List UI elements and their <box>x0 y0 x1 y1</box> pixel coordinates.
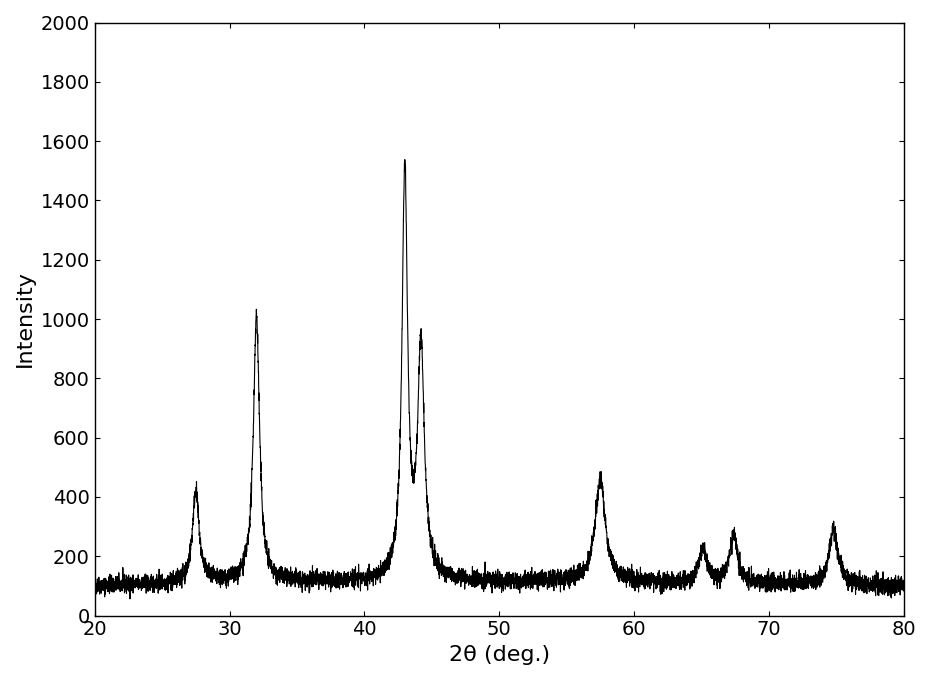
X-axis label: 2θ (deg.): 2θ (deg.) <box>449 645 549 665</box>
Y-axis label: Intensity: Intensity <box>15 271 35 367</box>
